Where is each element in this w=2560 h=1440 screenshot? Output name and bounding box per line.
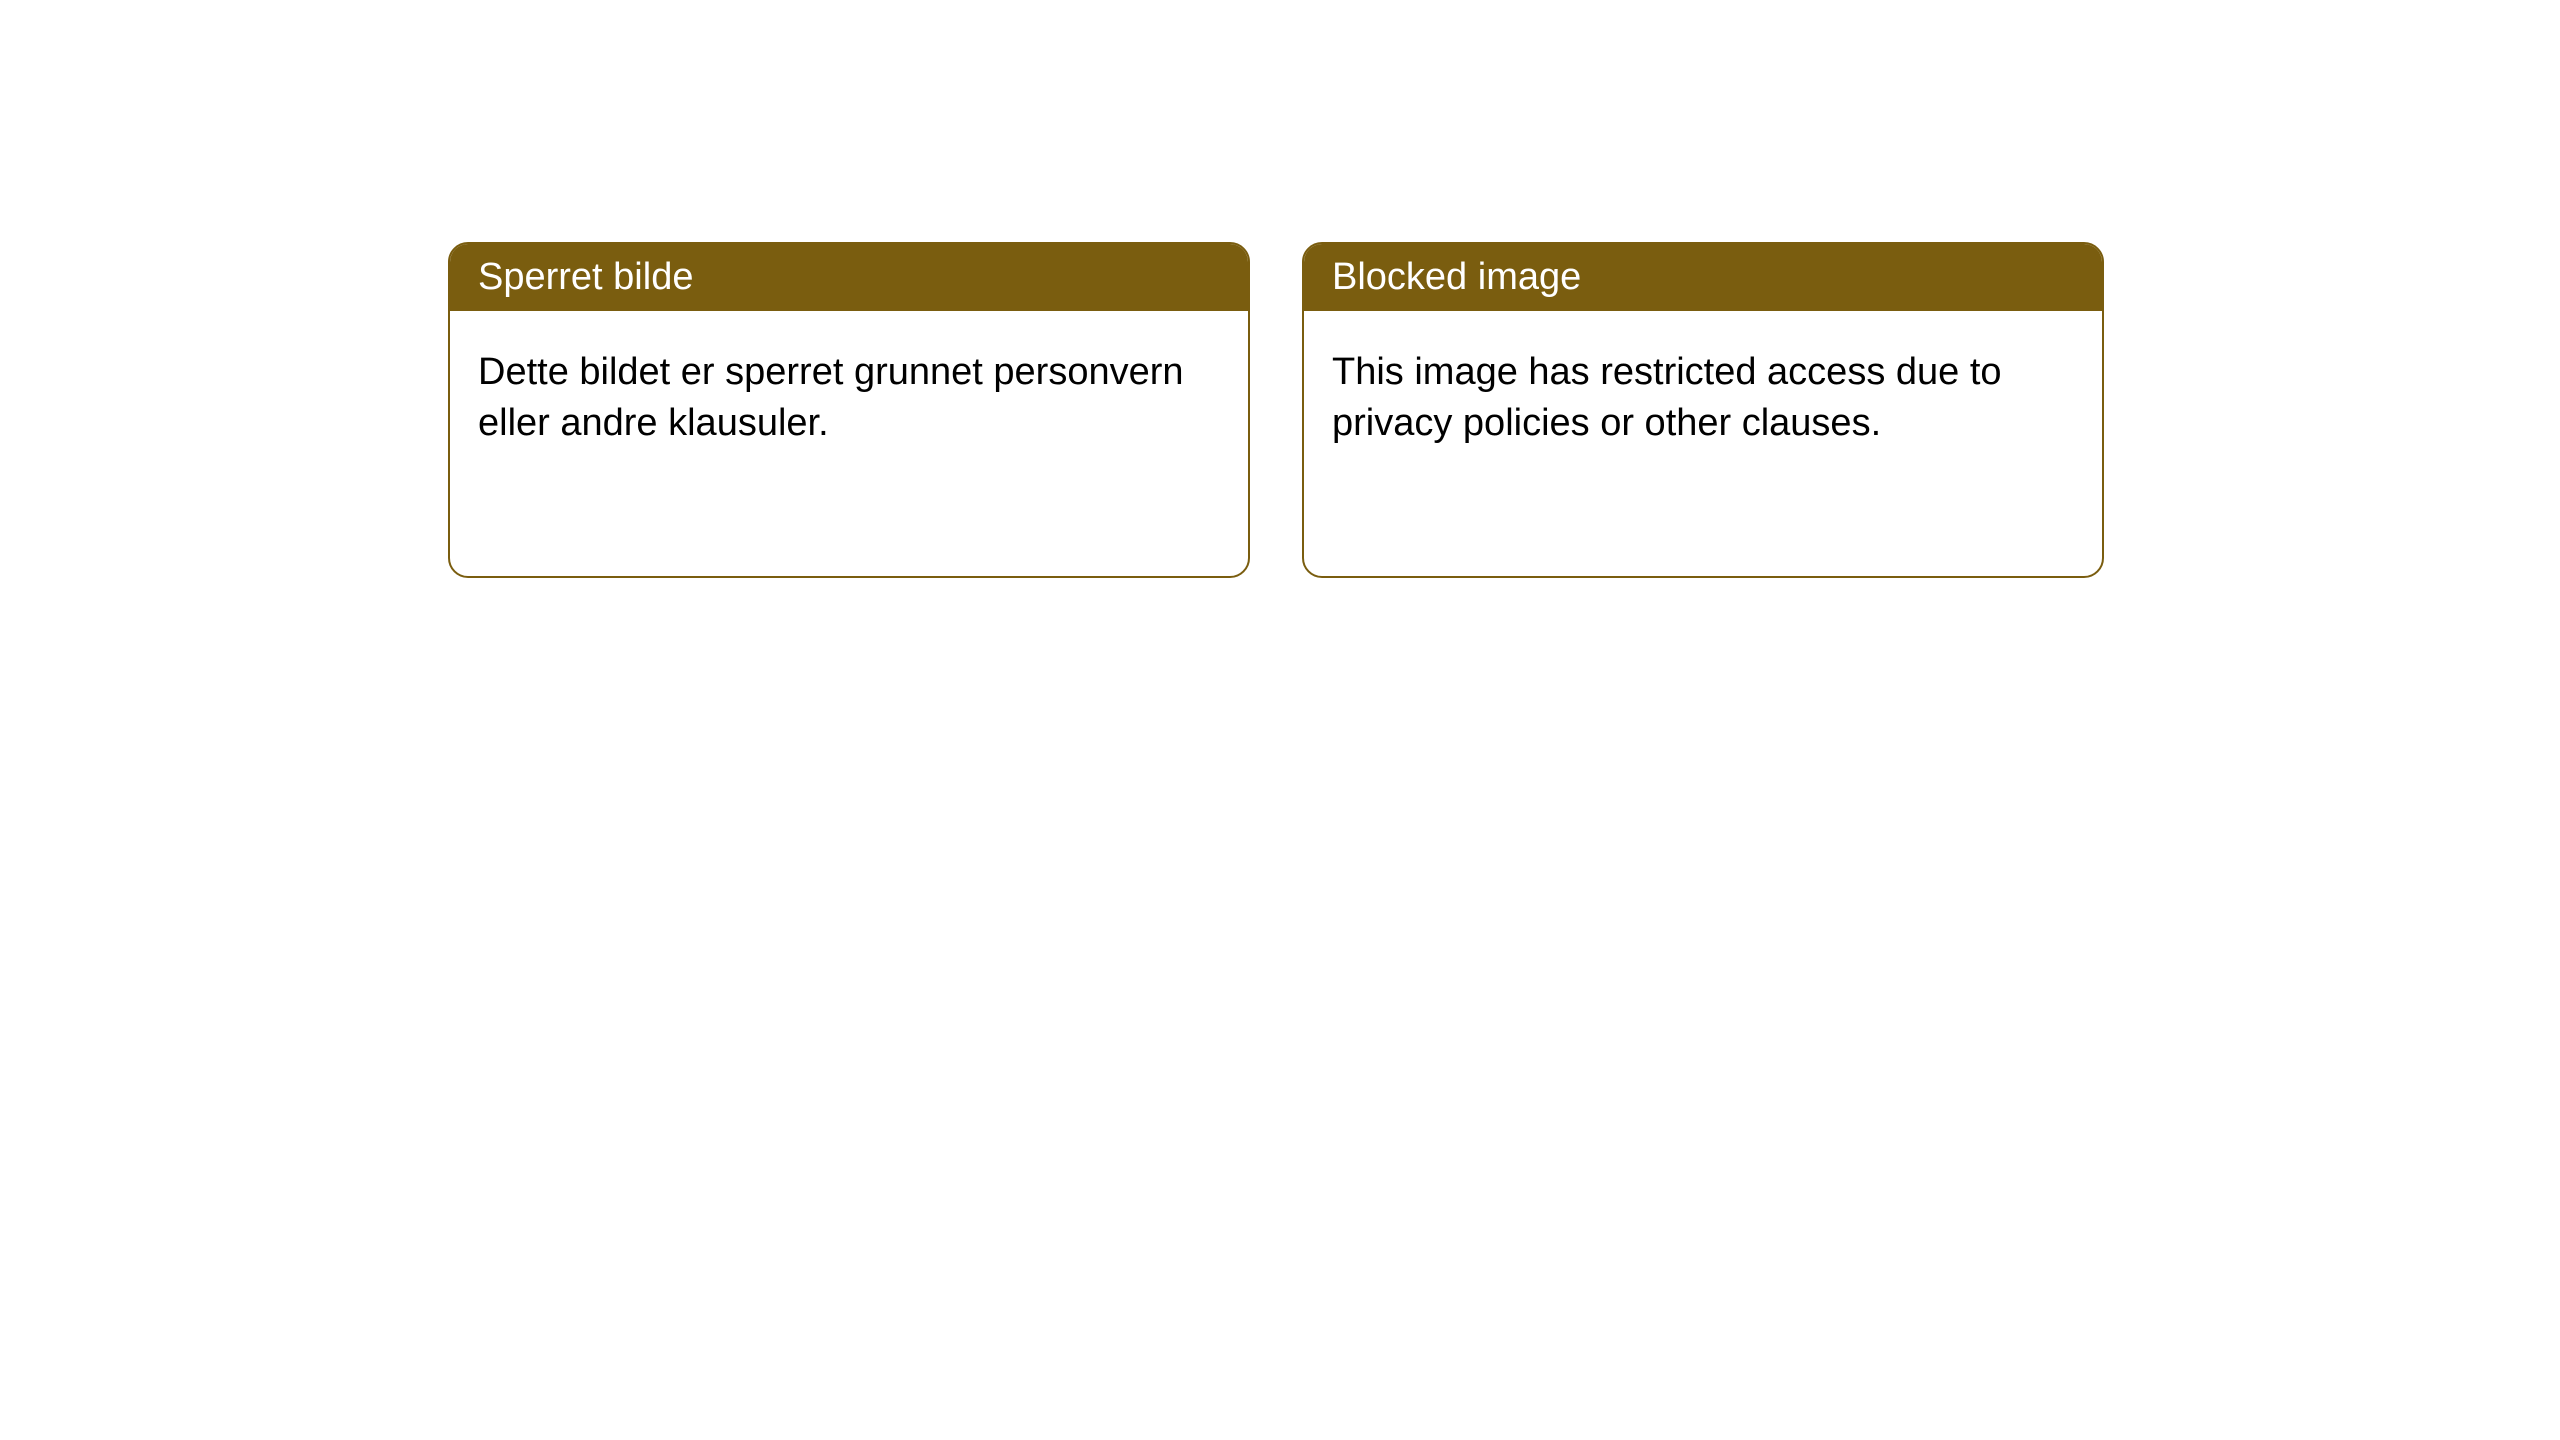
card-blocked-image-en: Blocked image This image has restricted …: [1302, 242, 2104, 578]
card-header-no: Sperret bilde: [450, 244, 1248, 311]
card-header-en: Blocked image: [1304, 244, 2102, 311]
cards-container: Sperret bilde Dette bildet er sperret gr…: [448, 242, 2104, 578]
card-body-no: Dette bildet er sperret grunnet personve…: [450, 311, 1248, 486]
card-blocked-image-no: Sperret bilde Dette bildet er sperret gr…: [448, 242, 1250, 578]
card-body-en: This image has restricted access due to …: [1304, 311, 2102, 486]
